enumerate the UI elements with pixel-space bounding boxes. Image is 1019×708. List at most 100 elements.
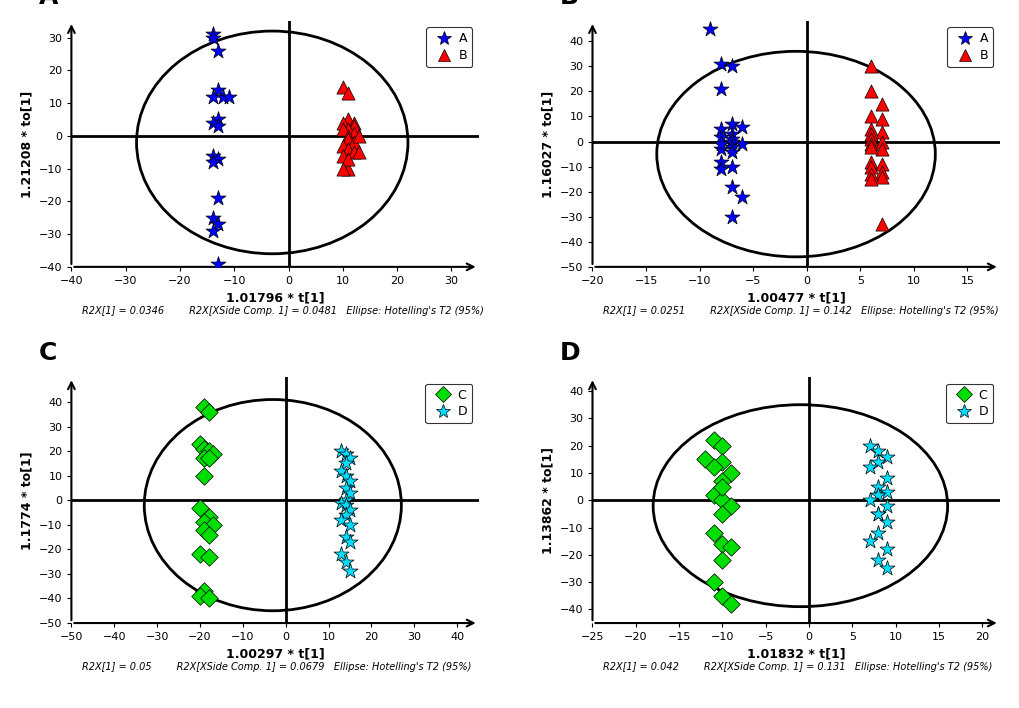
Point bbox=[722, 500, 739, 511]
Point bbox=[196, 517, 212, 528]
Point bbox=[713, 495, 730, 506]
Point bbox=[333, 514, 350, 525]
Point bbox=[345, 147, 362, 158]
Point bbox=[339, 134, 356, 145]
Point bbox=[345, 117, 362, 128]
Point bbox=[862, 161, 878, 172]
Point bbox=[872, 136, 889, 147]
Point bbox=[337, 495, 354, 506]
Legend: A, B: A, B bbox=[947, 28, 993, 67]
Point bbox=[872, 219, 889, 230]
Point bbox=[696, 454, 712, 465]
Point bbox=[712, 123, 729, 135]
Text: A: A bbox=[39, 0, 58, 9]
Point bbox=[872, 159, 889, 170]
Point bbox=[337, 482, 354, 493]
Point bbox=[339, 163, 356, 174]
Point bbox=[713, 457, 730, 468]
Point bbox=[210, 114, 226, 125]
Point bbox=[878, 486, 895, 498]
Point bbox=[204, 29, 220, 40]
Point bbox=[200, 593, 216, 604]
Point bbox=[334, 124, 351, 135]
Point bbox=[862, 123, 878, 135]
Point bbox=[204, 117, 220, 128]
Point bbox=[339, 88, 356, 99]
Point bbox=[334, 117, 351, 128]
Point bbox=[204, 225, 220, 236]
Point bbox=[196, 586, 212, 597]
Point bbox=[861, 462, 877, 473]
Point bbox=[872, 171, 889, 182]
Point bbox=[220, 91, 236, 102]
Point bbox=[705, 462, 721, 473]
Point bbox=[872, 126, 889, 137]
Point bbox=[215, 91, 231, 102]
Point bbox=[869, 445, 886, 457]
Point bbox=[712, 58, 729, 69]
Point bbox=[869, 489, 886, 501]
Point bbox=[705, 527, 721, 539]
Point bbox=[339, 114, 356, 125]
Legend: A, B: A, B bbox=[426, 28, 472, 67]
Point bbox=[869, 457, 886, 468]
Point bbox=[333, 465, 350, 476]
Point bbox=[210, 84, 226, 96]
Text: R2X[1] = 0.0251        R2X[XSide Comp. 1] = 0.142   Ellipse: Hotelling's T2 (95%: R2X[1] = 0.0251 R2X[XSide Comp. 1] = 0.1… bbox=[602, 306, 998, 316]
X-axis label: 1.01832 * t[1]: 1.01832 * t[1] bbox=[746, 648, 845, 661]
Point bbox=[204, 212, 220, 224]
Legend: C, D: C, D bbox=[946, 384, 993, 423]
Point bbox=[713, 476, 730, 487]
Point bbox=[345, 127, 362, 138]
Point bbox=[705, 435, 721, 446]
Point bbox=[210, 45, 226, 57]
Point bbox=[351, 130, 367, 142]
Point bbox=[334, 163, 351, 174]
Point bbox=[337, 457, 354, 469]
Point bbox=[713, 538, 730, 549]
Point bbox=[712, 144, 729, 155]
Point bbox=[869, 508, 886, 520]
Point bbox=[200, 445, 216, 457]
Point bbox=[210, 219, 226, 230]
Point bbox=[734, 138, 750, 149]
Point bbox=[337, 556, 354, 567]
Point bbox=[204, 32, 220, 43]
Point bbox=[341, 487, 358, 498]
Point bbox=[862, 61, 878, 72]
Point bbox=[722, 181, 739, 193]
Point bbox=[200, 529, 216, 540]
Point bbox=[339, 143, 356, 154]
Point bbox=[862, 169, 878, 180]
Point bbox=[205, 448, 221, 459]
Point bbox=[722, 128, 739, 139]
X-axis label: 1.01796 * t[1]: 1.01796 * t[1] bbox=[225, 292, 324, 304]
Point bbox=[333, 445, 350, 457]
Point bbox=[341, 504, 358, 515]
Point bbox=[713, 590, 730, 601]
Point bbox=[713, 508, 730, 520]
Point bbox=[878, 451, 895, 462]
Point bbox=[872, 98, 889, 110]
Point bbox=[722, 598, 739, 610]
Point bbox=[210, 120, 226, 132]
Point bbox=[210, 193, 226, 204]
Point bbox=[339, 153, 356, 164]
Point bbox=[862, 128, 878, 139]
Point bbox=[210, 258, 226, 269]
Point bbox=[722, 118, 739, 130]
Point bbox=[341, 519, 358, 530]
Y-axis label: 1.21208 * to[1]: 1.21208 * to[1] bbox=[20, 91, 34, 198]
Point bbox=[210, 153, 226, 164]
Point bbox=[722, 467, 739, 479]
Point bbox=[337, 532, 354, 543]
Point bbox=[337, 509, 354, 520]
Point bbox=[196, 470, 212, 481]
X-axis label: 1.00297 * t[1]: 1.00297 * t[1] bbox=[225, 648, 324, 661]
Legend: C, D: C, D bbox=[425, 384, 472, 423]
Point bbox=[192, 438, 208, 450]
Point bbox=[334, 150, 351, 161]
Point bbox=[334, 140, 351, 152]
X-axis label: 1.00477 * t[1]: 1.00477 * t[1] bbox=[746, 292, 845, 304]
Text: B: B bbox=[559, 0, 579, 9]
